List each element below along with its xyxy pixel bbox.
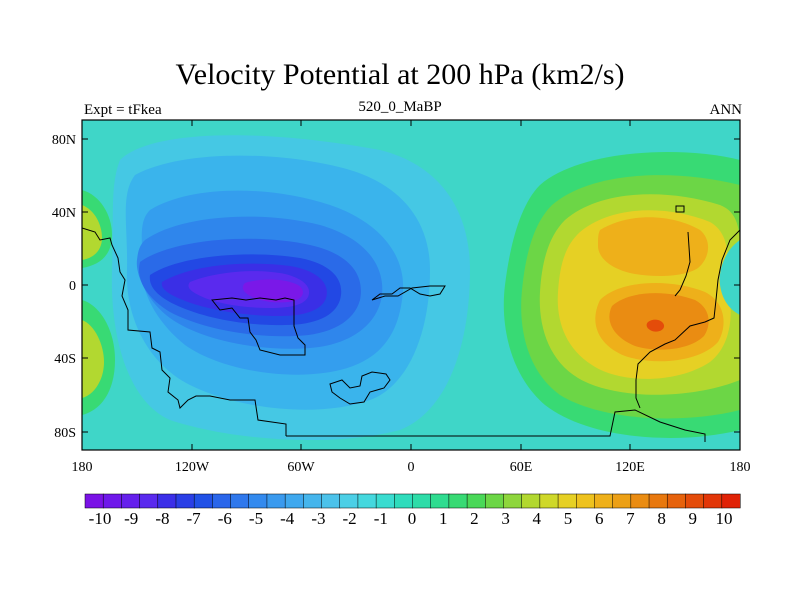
colorbar-label: 1: [439, 509, 448, 528]
coast-south-america: [211, 297, 306, 356]
colorbar-label: 2: [470, 509, 479, 528]
coastlines: [82, 205, 740, 442]
coast-north-america: [82, 227, 287, 436]
colorbar-swatch: [193, 493, 213, 509]
coast-asia-east: [635, 229, 740, 409]
colorbar-label: -7: [187, 509, 202, 528]
experiment-label: Expt = tFkea: [84, 102, 162, 118]
coast-africa: [371, 285, 446, 301]
coast-japan: [674, 231, 691, 297]
colorbar-swatch: [666, 493, 686, 509]
colorbar-label: 7: [626, 509, 635, 528]
coast-antarctica: [286, 409, 706, 442]
x-tick-label: 180: [72, 460, 93, 475]
colorbar-label: -2: [343, 509, 357, 528]
coast-south-island: [329, 371, 391, 405]
x-tick-label: 0: [408, 460, 415, 475]
coast-island-ne: [675, 205, 685, 213]
colorbar-swatch: [703, 493, 723, 509]
colorbar-label: -6: [218, 509, 232, 528]
colorbar-swatch: [175, 493, 195, 509]
colorbar-swatch: [539, 493, 559, 509]
colorbar-swatch: [248, 493, 268, 509]
colorbar-swatch: [594, 493, 614, 509]
colorbar-label: 5: [564, 509, 573, 528]
colorbar-swatch: [721, 493, 741, 509]
colorbar-swatch: [157, 493, 177, 509]
colorbar-swatch: [357, 493, 377, 509]
colorbar-label: 10: [716, 509, 733, 528]
colorbar-label: -3: [311, 509, 325, 528]
colorbar-swatch: [503, 493, 523, 509]
colorbar-swatch: [121, 493, 141, 509]
contour-field: [82, 120, 740, 450]
y-tick-marks: [82, 138, 740, 433]
colorbar-label: -9: [124, 509, 138, 528]
period-label: 520_0_MaBP: [358, 99, 442, 115]
map-title: Velocity Potential at 200 hPa (km2/s): [175, 58, 625, 91]
x-tick-label: 180: [730, 460, 751, 475]
colorbar-swatch: [466, 493, 486, 509]
colorbar-swatch: [284, 493, 304, 509]
colorbar-swatch: [412, 493, 432, 509]
colorbar-label: -1: [374, 509, 388, 528]
colorbar-swatch: [485, 493, 505, 509]
colorbar-swatch: [576, 493, 595, 509]
colorbar-swatch: [303, 493, 323, 509]
contour-west-north-2: [82, 205, 102, 260]
colorbar-swatch: [321, 493, 341, 509]
colorbar-swatch: [557, 493, 577, 509]
colorbar-swatch: [630, 493, 650, 509]
x-tick-label: 60E: [510, 460, 533, 475]
y-tick-label: 40N: [52, 206, 76, 221]
season-label: ANN: [709, 102, 743, 118]
colorbar-swatch: [521, 493, 541, 509]
colorbar-label: 0: [408, 509, 417, 528]
colorbar-label: -8: [155, 509, 169, 528]
x-tick-marks: [81, 120, 741, 450]
colorbar-swatch: [685, 493, 705, 509]
colorbar-label: -4: [280, 509, 295, 528]
colorbar-swatch: [375, 493, 395, 509]
y-tick-label: 80N: [52, 133, 76, 148]
colorbar-swatch: [648, 493, 668, 509]
contour-east-edge: [719, 240, 740, 315]
colorbar-label: 4: [533, 509, 542, 528]
contour-pos-8: [646, 319, 665, 332]
colorbar-swatch: [212, 493, 232, 509]
colorbar-swatch: [266, 493, 286, 509]
colorbar-swatch: [139, 493, 159, 509]
y-tick-label: 0: [69, 279, 76, 294]
colorbar-label: 6: [595, 509, 604, 528]
colorbar-swatch: [230, 493, 250, 509]
colorbar-label: 3: [501, 509, 510, 528]
contour-west-south-2: [82, 320, 104, 398]
colorbar-label: -10: [89, 509, 112, 528]
contour-pos-5: [598, 217, 709, 276]
colorbar-swatch: [448, 493, 468, 509]
colorbar: [84, 493, 741, 509]
colorbar-swatch: [430, 493, 450, 509]
y-tick-label: 40S: [54, 352, 76, 367]
colorbar-swatch: [394, 493, 414, 509]
x-tick-label: 120W: [175, 460, 210, 475]
x-tick-label: 120E: [615, 460, 645, 475]
x-tick-label: 60W: [287, 460, 315, 475]
colorbar-label: 9: [689, 509, 698, 528]
colorbar-label: -5: [249, 509, 263, 528]
colorbar-swatch: [612, 493, 632, 509]
colorbar-swatch: [339, 493, 359, 509]
y-tick-label: 80S: [54, 426, 76, 441]
colorbar-labels: -10 -9 -8 -7 -6 -5 -4 -3 -2 -1 0 1 2 3 4 5 6 7 8 9 10: [89, 509, 733, 528]
colorbar-swatch: [84, 493, 104, 509]
colorbar-label: 8: [657, 509, 666, 528]
colorbar-swatch: [102, 493, 122, 509]
contour-neg-9: [242, 279, 303, 303]
